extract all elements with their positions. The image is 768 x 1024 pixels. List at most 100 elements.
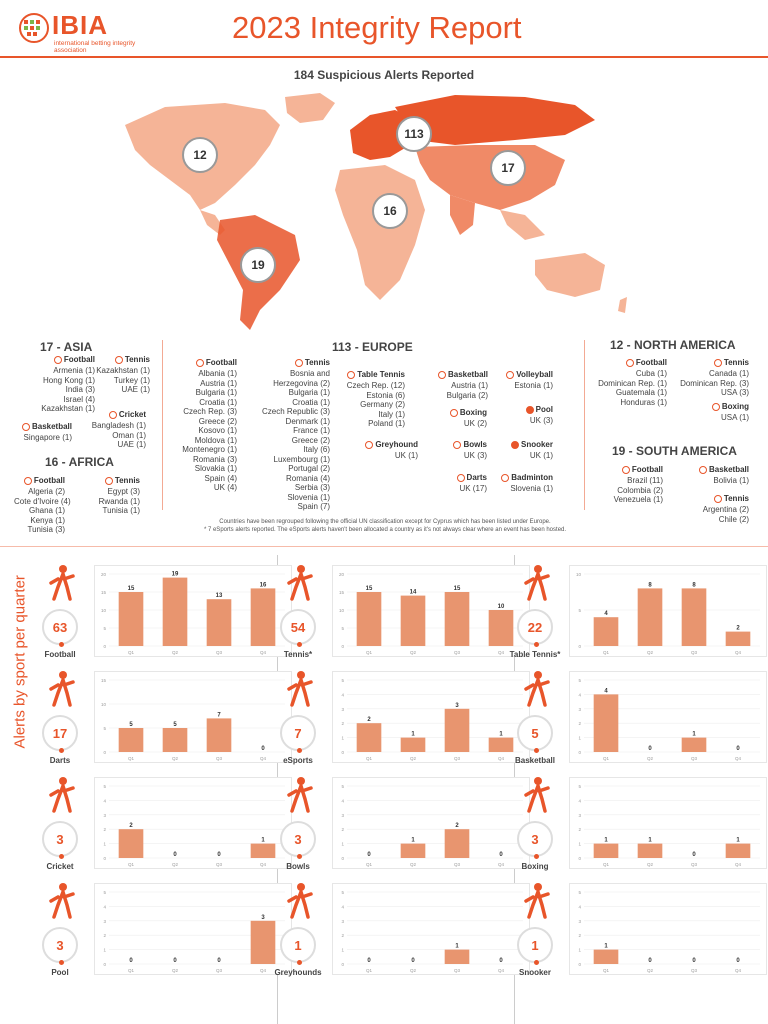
country-count: Moldova (1) (194, 435, 237, 445)
y-tick-label: 2 (578, 933, 581, 938)
x-tick-label: Q4 (260, 862, 267, 867)
sport-label: Basketball (31, 422, 72, 431)
snooker-icon (510, 440, 519, 449)
sport-total: 54 (280, 609, 316, 647)
country-count: Czech Republic (3) (261, 407, 330, 417)
y-tick-label: 1 (578, 948, 581, 953)
y-tick-label: 0 (341, 856, 344, 861)
y-tick-label: 5 (103, 784, 106, 789)
country-count: USA (1) (720, 413, 749, 423)
sport-label: Tennis (723, 494, 749, 503)
y-tick-label: 0 (578, 962, 581, 967)
country-count: Bosnia and (289, 369, 330, 379)
y-tick-label: 3 (341, 919, 344, 924)
africa-region (335, 165, 425, 300)
y-tick-label: 10 (339, 608, 345, 613)
football-icon (23, 476, 32, 485)
country-count: Serbia (3) (294, 483, 330, 493)
chart-canvas: 0 5 10 15 5 Q1 5 Q2 7 Q3 0 Q4 (101, 678, 285, 761)
country-count: UK (4) (213, 483, 237, 493)
bar-q3 (444, 708, 470, 752)
country-count: Tunisia (3) (27, 525, 66, 535)
quarterly-bar-chart: 0 5 10 15 5 Q1 5 Q2 7 Q3 0 Q4 (94, 671, 292, 763)
country-count: Spain (4) (204, 473, 237, 483)
y-tick-label: 0 (103, 644, 106, 649)
y-tick-label: 5 (578, 890, 581, 895)
bowls-player-icon (287, 777, 313, 813)
country-count: Israel (4) (63, 394, 95, 404)
x-tick-label: Q4 (260, 756, 267, 761)
country-count: Luxembourg (1) (273, 454, 330, 464)
basketball-icon (698, 465, 707, 474)
sport-total: 1 (280, 927, 316, 965)
country-count: Kazakhstan (1) (96, 366, 150, 376)
y-tick-label: 0 (103, 750, 106, 755)
country-count: Austria (1) (451, 381, 488, 391)
y-tick-label: 10 (101, 608, 107, 613)
bar-q2 (162, 577, 188, 646)
cricket-player-icon (49, 777, 75, 813)
sport-label: Table Tennis (357, 370, 405, 379)
x-tick-label: Q2 (647, 650, 654, 655)
section-vertical-label: Alerts by sport per quarter (11, 575, 29, 749)
sport-label: Football (631, 465, 663, 474)
africa-tennis-block: Tennis Egypt (3) Rwanda (1) Tunisia (1) (78, 476, 140, 516)
snooker-player-icon (524, 883, 550, 919)
cricket-icon (108, 410, 117, 419)
bar-value-label: 0 (173, 852, 177, 858)
x-tick-label: Q4 (498, 756, 505, 761)
bar-value-label: 3 (455, 703, 459, 709)
y-tick-label: 15 (101, 678, 107, 683)
y-tick-label: 1 (341, 736, 344, 741)
quarterly-bar-chart: 0 1 2 3 4 5 4 Q1 0 Q2 1 Q3 0 Q4 (569, 671, 767, 763)
sport-total: 17 (42, 715, 78, 753)
x-tick-label: Q3 (691, 862, 698, 867)
x-tick-label: Q1 (128, 862, 135, 867)
bar-value-label: 0 (692, 852, 696, 858)
europe-table-tennis-block: Table Tennis Czech Rep. (12) Estonia (6) Ge… (340, 370, 405, 429)
y-tick-label: 10 (576, 572, 582, 577)
sport-total: 3 (42, 927, 78, 965)
y-tick-label: 0 (578, 644, 581, 649)
darts-player-icon (49, 671, 75, 707)
country-count: Germany (2) (360, 400, 405, 410)
chart-canvas: 0 1 2 3 4 5 2 Q1 1 Q2 3 Q3 1 Q4 (341, 678, 523, 761)
country-count: Ghana (1) (28, 506, 65, 516)
x-tick-label: Q1 (603, 862, 610, 867)
y-tick-label: 10 (101, 702, 107, 707)
sport-name: Tennis* (283, 650, 313, 659)
asia-football-block: Football Armenia (1) Hong Kong (1) India (3… (14, 355, 95, 414)
bar-value-label: 1 (692, 732, 696, 738)
x-tick-label: Q4 (735, 650, 742, 655)
bar-value-label: 15 (454, 586, 461, 592)
bar-value-label: 1 (499, 732, 503, 738)
country-count: Bulgaria (1) (195, 388, 237, 398)
bar-value-label: 2 (367, 717, 371, 723)
bar-value-label: 13 (216, 593, 223, 599)
y-tick-label: 5 (341, 678, 344, 683)
country-count: UK (2) (463, 419, 487, 429)
chart-canvas: 0 1 2 3 4 5 1 Q1 1 Q2 0 Q3 1 Q4 (578, 784, 760, 867)
country-count: Argentina (2) (702, 505, 749, 515)
sport-total: 3 (42, 821, 78, 859)
bar-value-label: 0 (173, 958, 177, 964)
sport-label: Tennis (114, 476, 140, 485)
logo-text: IBIA (52, 10, 108, 40)
greyhound-icon (365, 440, 374, 449)
x-tick-label: Q1 (128, 650, 135, 655)
sport-name: Bowls (286, 862, 310, 871)
sport-name: Darts (49, 756, 71, 765)
sport-tile-esports: 7 eSports 0 1 2 3 4 5 2 Q1 1 Q2 3 Q3 1 Q4 (280, 669, 540, 771)
country-count: Rwanda (1) (98, 496, 140, 506)
sport-name: Boxing (521, 862, 549, 871)
country-count: Honduras (1) (620, 397, 667, 407)
y-tick-label: 5 (103, 890, 106, 895)
bar-q3 (206, 599, 232, 646)
bar-q2 (637, 843, 663, 858)
bar-q1 (118, 829, 144, 858)
bar-q2 (400, 843, 426, 858)
north-america-football-block: Football Cuba (1) Dominican Rep. (1) Guatem… (590, 358, 667, 407)
x-tick-label: Q4 (735, 756, 742, 761)
country-count: UK (17) (459, 484, 487, 494)
quarterly-bar-chart: 0 1 2 3 4 5 1 Q1 0 Q2 0 Q3 0 Q4 (569, 883, 767, 975)
